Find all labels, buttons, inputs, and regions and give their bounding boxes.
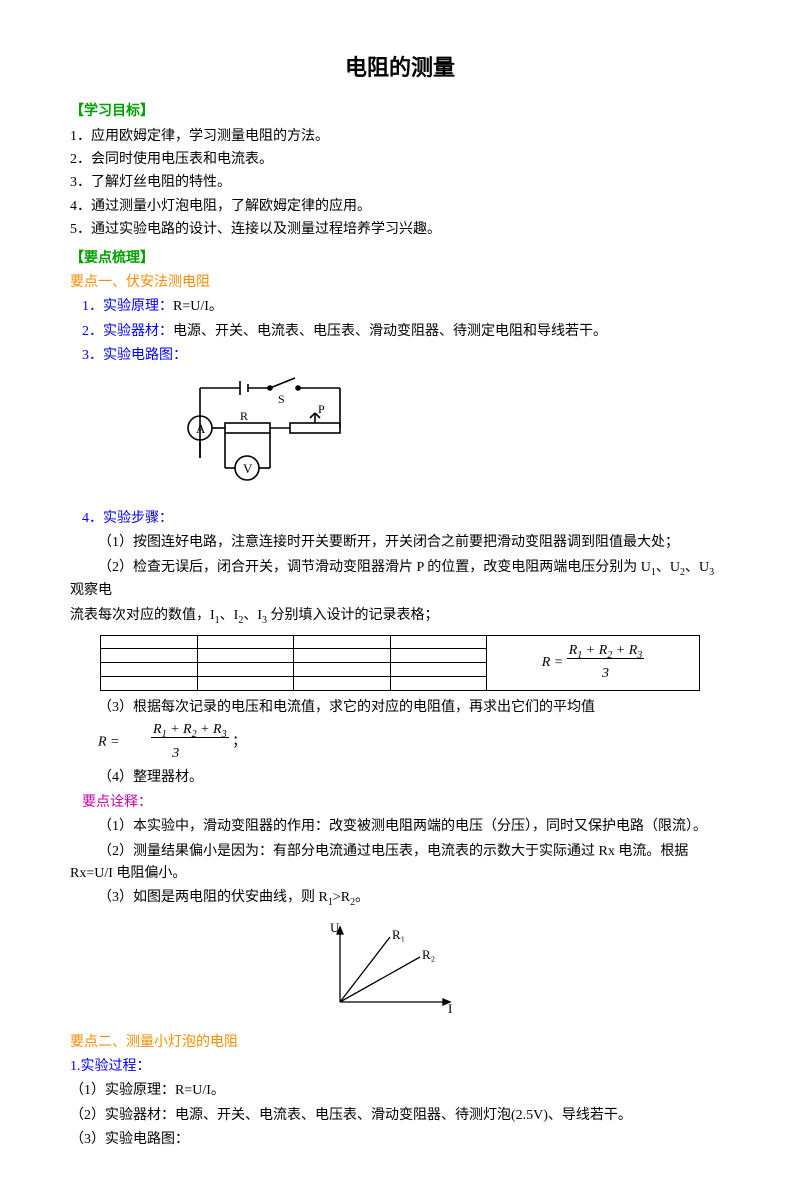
pt2-s1: （1）实验原理：R=U/I。 [70,1080,730,1102]
objective-3: 3．了解灯丝电阻的特性。 [70,172,730,194]
cell [101,677,198,691]
point1-line1: 1．实验原理：R=U/I。 [82,296,730,318]
col-resistance [390,635,487,649]
page-title: 电阻的测量 [70,50,730,85]
step-1: （1）按图连好电路，注意连接时开关要断开，开关闭合之前要把滑动变阻器调到阻值最大… [70,532,730,554]
col-formula: R = R1 + R2 + R33 [487,635,700,690]
t: 观察电 [70,583,112,598]
t: ； [232,735,246,750]
body: 电源、开关、电流表、电压表、滑动变阻器、待测定电阻和导线若干。 [173,324,607,339]
resistor-label: R [240,409,248,423]
col-voltage [197,635,294,649]
objective-5: 5．通过实验电路的设计、连接以及测量过程培养学习兴趣。 [70,219,730,241]
point2-title: 要点二、测量小灯泡的电阻 [70,1032,730,1054]
page: 电阻的测量 【学习目标】 1．应用欧姆定律，学习测量电阻的方法。 2．会同时使用… [0,0,800,1194]
point1-title: 要点一、伏安法测电阻 [70,272,730,294]
switch-label: S [278,392,285,406]
voltmeter-label: V [243,461,253,476]
interp-3: （3）如图是两电阻的伏安曲线，则 R1>R2。 [70,887,730,911]
curve-r2: R₂ [422,947,435,962]
objective-1: 1．应用欧姆定律，学习测量电阻的方法。 [70,126,730,148]
t: >R [333,890,350,905]
point2-line1: 1.实验过程： [70,1056,730,1078]
data-table: R = R1 + R2 + R33 [100,635,700,691]
label: 1．实验原理： [82,299,173,314]
point1-line3: 3．实验电路图： [82,345,730,367]
t: 流表每次对应的数值，I [70,608,215,623]
cell [101,663,198,677]
point1-line2: 2．实验器材：电源、开关、电流表、电压表、滑动变阻器、待测定电阻和导线若干。 [82,321,730,343]
objectives-heading: 【学习目标】 [70,101,730,123]
col-current [294,635,391,649]
t: 、I [243,608,262,623]
slider-label: P [318,402,325,416]
axis-i: I [448,1001,452,1016]
pt2-s3: （3）实验电路图： [70,1129,730,1151]
table-header-row: R = R1 + R2 + R33 [101,635,700,649]
curve-r1: R₁ [392,927,405,942]
axis-u: U [330,920,340,935]
circuit-diagram: A V R S P [170,373,730,501]
point1-line4: 4．实验步骤： [82,508,730,530]
t: （3）根据每次记录的电压和电流值，求它的对应的电阻值，再求出它们的平均值 [98,700,595,715]
cell [101,649,198,663]
summary-heading: 【要点梳理】 [70,248,730,270]
step-4: （4）整理器材。 [70,767,730,789]
label: 2．实验器材： [82,324,173,339]
t: （2）检查无误后，闭合开关，调节滑动变阻器滑片 P 的位置，改变电阻两端电压分别… [98,560,651,575]
col-trial [101,635,198,649]
t: 、I [220,608,239,623]
step-2-cont: 流表每次对应的数值，I1、I2、I3 分别填入设计的记录表格； [70,605,730,629]
interpretation-head: 要点诠释： [82,792,730,814]
ammeter-label: A [196,421,206,436]
step-2: （2）检查无误后，闭合开关，调节滑动变阻器滑片 P 的位置，改变电阻两端电压分别… [70,557,730,603]
pt2-s2: （2）实验器材：电源、开关、电流表、电压表、滑动变阻器、待测灯泡(2.5V)、导… [70,1105,730,1127]
t: 。 [355,890,369,905]
t: （3）如图是两电阻的伏安曲线，则 R [98,890,328,905]
step-3: （3）根据每次记录的电压和电流值，求它的对应的电阻值，再求出它们的平均值 R =… [70,697,730,766]
interp-1: （1）本实验中，滑动变阻器的作用：改变被测电阻两端的电压（分压），同时又保护电路… [70,816,730,838]
body: R=U/I。 [173,299,223,314]
t: 、U [685,560,709,575]
objective-4: 4．通过测量小灯泡电阻，了解欧姆定律的应用。 [70,196,730,218]
objective-2: 2．会同时使用电压表和电流表。 [70,149,730,171]
t: 分别填入设计的记录表格； [267,608,439,623]
t: 、U [656,560,680,575]
ui-curve: U I R₁ R₂ [320,917,730,1025]
interp-2: （2）测量结果偏小是因为：有部分电流通过电压表，电流表的示数大于实际通过 Rx … [70,841,730,886]
